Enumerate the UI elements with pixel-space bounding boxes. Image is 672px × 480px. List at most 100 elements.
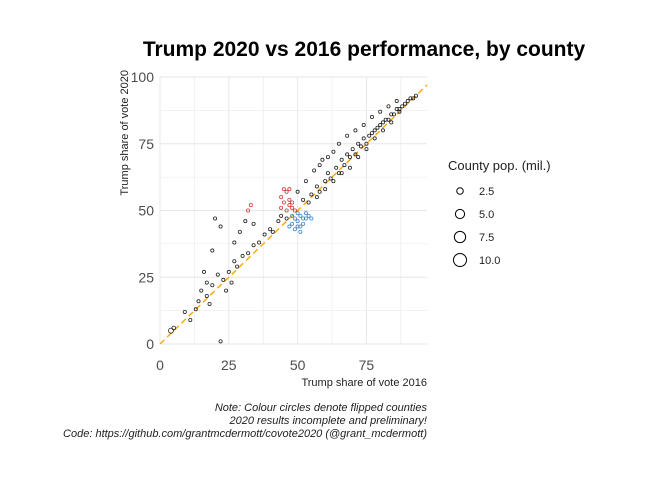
data-point — [279, 213, 284, 218]
data-point — [213, 216, 218, 221]
y-tick-label: 0 — [146, 336, 154, 352]
data-point — [301, 197, 306, 202]
data-point — [218, 339, 223, 344]
data-point — [232, 259, 237, 264]
data-point — [290, 221, 295, 226]
data-point — [262, 232, 267, 237]
data-point — [292, 227, 297, 232]
data-point — [339, 157, 344, 162]
data-point — [386, 104, 391, 109]
data-point — [210, 283, 215, 288]
data-point — [350, 147, 355, 152]
data-point — [328, 176, 333, 181]
legend-label: 10.0 — [479, 255, 500, 267]
data-point — [251, 243, 256, 248]
data-point — [394, 107, 399, 112]
data-point — [372, 136, 377, 141]
data-point — [306, 200, 311, 205]
data-point — [246, 251, 251, 256]
data-point — [309, 192, 314, 197]
data-point — [204, 293, 209, 298]
data-point — [298, 224, 303, 229]
data-point — [295, 211, 300, 216]
data-point — [413, 93, 418, 98]
data-point — [290, 205, 295, 210]
data-point — [303, 211, 308, 216]
data-point — [292, 216, 297, 221]
data-point — [292, 208, 297, 213]
data-point — [397, 109, 402, 114]
data-point — [347, 155, 352, 160]
data-point — [405, 99, 410, 104]
data-point — [204, 280, 209, 285]
data-point — [339, 171, 344, 176]
data-point — [408, 96, 413, 101]
data-point — [317, 163, 322, 168]
data-point — [314, 195, 319, 200]
data-point — [380, 120, 385, 125]
data-point — [317, 189, 322, 194]
data-point — [188, 317, 193, 322]
data-point — [325, 155, 330, 160]
data-point — [306, 213, 311, 218]
data-point — [196, 299, 201, 304]
data-point — [353, 128, 358, 133]
data-point — [284, 208, 289, 213]
caption-line-2: 2020 results incomplete and preliminary! — [229, 415, 428, 427]
data-point — [295, 219, 300, 224]
data-point — [168, 327, 174, 334]
data-point — [380, 128, 385, 133]
data-point — [287, 197, 292, 202]
data-point — [224, 288, 229, 293]
x-axis-title: Trump share of vote 2016 — [301, 377, 427, 389]
data-point — [301, 221, 306, 226]
data-point — [336, 171, 341, 176]
data-point — [353, 152, 358, 157]
data-point — [171, 325, 177, 331]
data-point — [281, 187, 286, 192]
legend: County pop. (mil.) 2.5 5.0 7.5 10.0 — [448, 158, 551, 268]
data-point — [301, 216, 306, 221]
data-point — [279, 195, 284, 200]
data-point — [193, 307, 198, 312]
y-tick-label: 50 — [138, 203, 154, 219]
data-point — [347, 165, 352, 170]
data-point — [303, 179, 308, 184]
data-point — [361, 123, 366, 128]
y-tick-label: 75 — [138, 136, 154, 152]
data-point — [210, 248, 215, 253]
data-point — [215, 272, 220, 277]
data-point — [400, 104, 405, 109]
x-tick-label: 25 — [221, 357, 237, 373]
caption: Note: Colour circles denote flipped coun… — [63, 402, 427, 440]
data-point — [295, 224, 300, 229]
data-point — [386, 117, 391, 122]
legend-title: County pop. (mil.) — [448, 158, 551, 173]
data-point — [402, 101, 407, 106]
y-axis-title: Trump share of vote 2020 — [119, 70, 131, 196]
data-point — [372, 128, 377, 133]
data-point — [207, 301, 212, 306]
data-point — [232, 240, 237, 245]
data-point — [361, 136, 366, 141]
axis-ticks: 0 25 50 75 0 25 50 75 100 — [131, 69, 375, 373]
data-point — [226, 269, 231, 274]
legend-label: 5.0 — [479, 209, 494, 221]
data-point — [279, 205, 284, 210]
data-point — [325, 171, 330, 176]
data-point — [287, 224, 292, 229]
caption-line-3: Code: https://github.com/grantmcdermott/… — [63, 428, 427, 440]
x-tick-label: 50 — [290, 357, 306, 373]
data-point — [303, 216, 308, 221]
data-point — [369, 131, 374, 136]
data-point — [284, 216, 289, 221]
data-point — [356, 141, 361, 146]
data-point — [331, 179, 336, 184]
data-point — [229, 280, 234, 285]
data-point — [270, 229, 275, 234]
data-point — [284, 189, 289, 194]
data-point — [378, 109, 383, 114]
x-tick-label: 0 — [156, 357, 164, 373]
legend-key — [454, 208, 466, 220]
